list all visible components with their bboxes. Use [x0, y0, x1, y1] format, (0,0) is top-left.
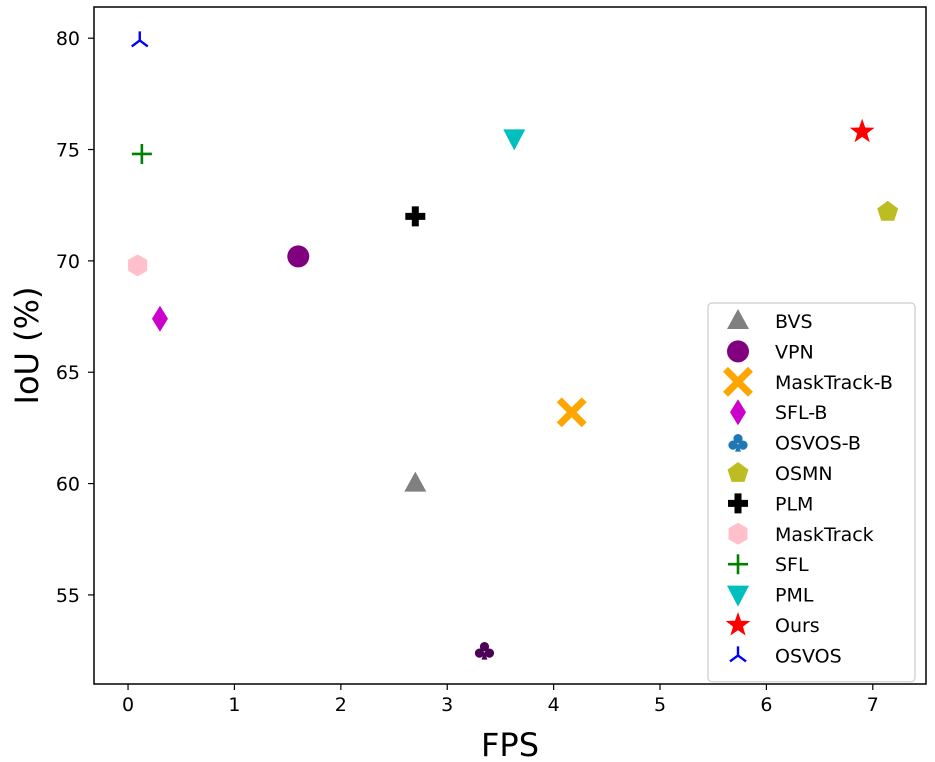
legend-marker-ours	[725, 612, 751, 636]
legend-marker-osvos	[729, 646, 747, 663]
legend-item-plm: PLM	[728, 493, 813, 515]
legend-item-osvos-b: OSVOS-B	[728, 433, 861, 455]
point-bvs	[404, 471, 427, 492]
plot-frame	[93, 6, 927, 685]
legend-item-osvos: OSVOS	[729, 645, 842, 667]
point-osvos	[131, 31, 149, 48]
legend-marker-vpn	[727, 340, 749, 363]
legend-marker-osmn	[727, 462, 749, 482]
ticks-layer: 0 1 2 3 4 5 6 7 55 60 65 70 75 80	[56, 28, 879, 716]
legend-items: BVS VPN MaskTrack-B SFL-B OSVOS-B OSMN PLM Mask…	[723, 309, 893, 667]
legend-label: SFL	[775, 554, 809, 576]
legend-item-masktrack-b: MaskTrack-B	[723, 366, 893, 397]
point-vpn	[287, 245, 310, 268]
point-ours	[849, 118, 875, 143]
legend-item-pml: PML	[727, 585, 814, 607]
legend-label: OSMN	[775, 463, 833, 485]
point-osmn	[877, 200, 899, 221]
legend: BVS VPN MaskTrack-B SFL-B OSVOS-B OSMN PLM Mask…	[707, 302, 916, 683]
x-tick-label: 1	[228, 694, 240, 716]
x-tick-label: 0	[122, 694, 134, 716]
x-tick-label: 2	[335, 694, 347, 716]
legend-marker-sfl-b	[730, 399, 746, 426]
x-tick-label: 7	[867, 694, 879, 716]
legend-marker-pml	[727, 585, 749, 607]
y-tick-label: 75	[56, 140, 80, 162]
point-plm	[405, 206, 426, 227]
y-tick-label: 55	[56, 585, 80, 607]
y-tick-label: 70	[56, 251, 80, 273]
point-sfl-b	[151, 305, 168, 332]
legend-label: PLM	[775, 493, 813, 515]
y-axis-title: IoU (%)	[8, 287, 46, 405]
legend-item-vpn: VPN	[727, 340, 814, 363]
legend-item-sfl: SFL	[728, 554, 809, 576]
x-tick-label: 5	[654, 694, 666, 716]
x-tick-label: 6	[760, 694, 772, 716]
legend-item-sfl-b: SFL-B	[730, 399, 827, 426]
point-masktrack	[128, 254, 148, 277]
point-pml	[503, 129, 526, 151]
legend-label: Ours	[775, 615, 820, 637]
point-sfl	[131, 143, 152, 164]
y-tick-label: 65	[56, 362, 80, 384]
legend-marker-osvos-b	[728, 434, 748, 452]
legend-box	[707, 302, 916, 683]
legend-item-osmn: OSMN	[727, 462, 833, 485]
legend-item-masktrack: MaskTrack	[728, 522, 874, 546]
legend-marker-masktrack-b	[723, 366, 753, 397]
legend-marker-bvs	[727, 309, 749, 329]
legend-label: OSVOS	[775, 645, 842, 667]
data-points	[128, 31, 899, 660]
x-tick-label: 4	[548, 694, 560, 716]
legend-label: SFL-B	[775, 402, 827, 424]
legend-label: OSVOS-B	[775, 433, 861, 455]
x-tick-label: 3	[441, 694, 453, 716]
legend-label: PML	[775, 585, 814, 607]
legend-label: VPN	[775, 341, 814, 363]
legend-label: MaskTrack-B	[775, 372, 893, 394]
legend-label: BVS	[775, 311, 813, 333]
y-tick-label: 80	[56, 28, 80, 50]
y-tick-label: 60	[56, 474, 80, 496]
point-osvos-b	[474, 641, 495, 660]
x-axis-title: FPS	[481, 726, 539, 762]
legend-marker-masktrack	[728, 522, 748, 545]
point-masktrack-b	[556, 397, 587, 428]
legend-item-ours: Ours	[725, 612, 820, 637]
legend-label: MaskTrack	[775, 524, 874, 546]
legend-item-bvs: BVS	[727, 309, 813, 333]
legend-marker-sfl	[728, 554, 748, 575]
legend-marker-plm	[728, 493, 748, 514]
